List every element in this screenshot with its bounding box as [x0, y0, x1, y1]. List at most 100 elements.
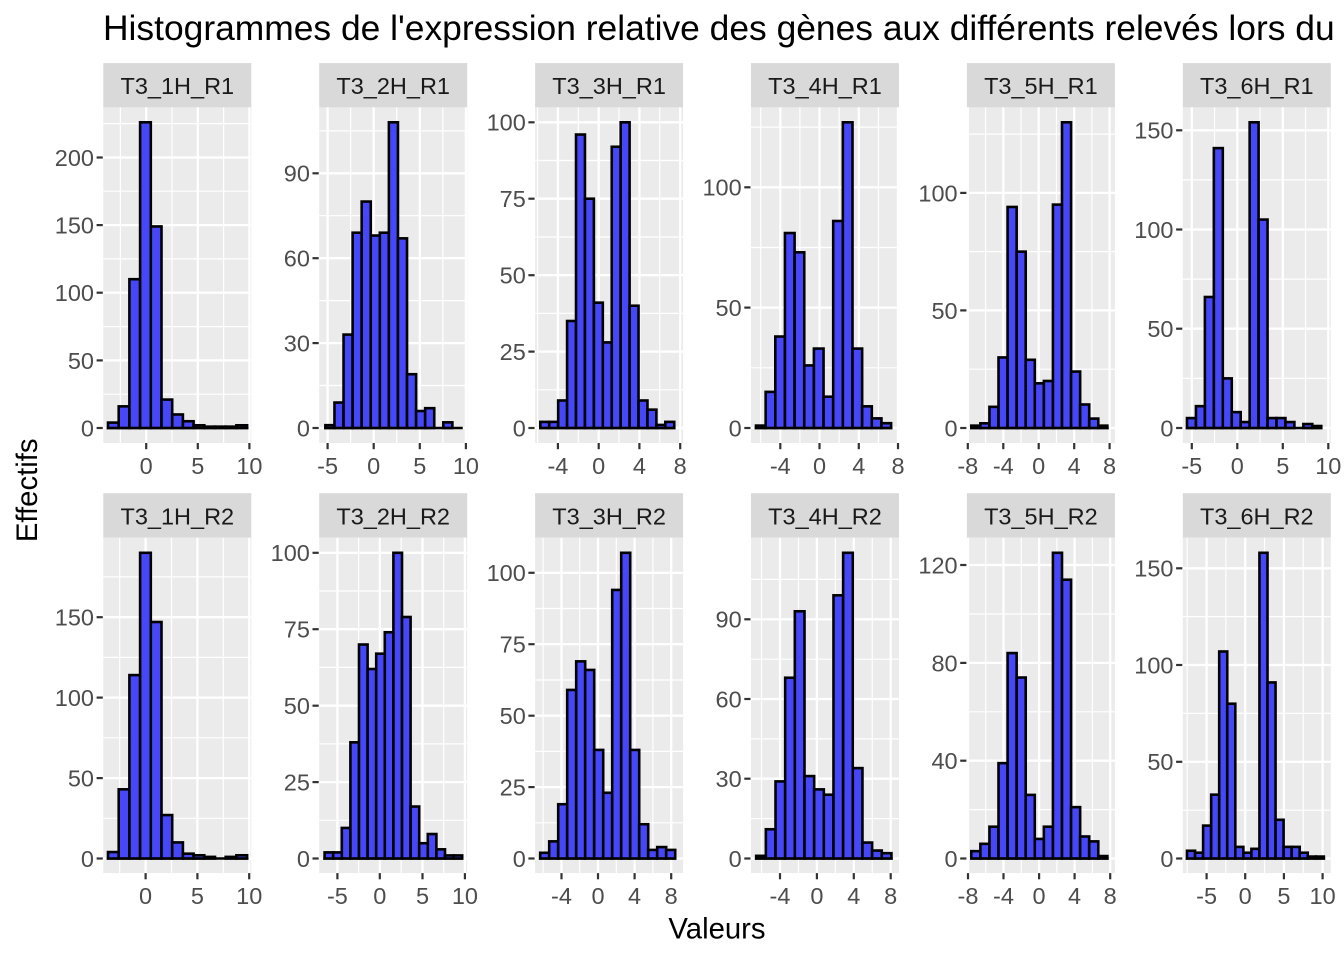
svg-text:-5: -5 [1181, 453, 1202, 479]
svg-text:0: 0 [297, 415, 310, 441]
svg-text:T3_1H_R1: T3_1H_R1 [120, 73, 234, 99]
svg-text:-5: -5 [327, 883, 348, 909]
svg-text:0: 0 [591, 883, 604, 909]
svg-text:100: 100 [271, 540, 310, 566]
svg-text:75: 75 [284, 617, 310, 643]
svg-text:8: 8 [1103, 453, 1116, 479]
svg-text:5: 5 [191, 883, 204, 909]
svg-text:80: 80 [931, 650, 957, 676]
svg-text:Effectifs: Effectifs [11, 438, 44, 542]
svg-text:25: 25 [500, 339, 526, 365]
svg-text:8: 8 [665, 883, 678, 909]
svg-text:10: 10 [1315, 453, 1341, 479]
svg-text:0: 0 [1160, 415, 1173, 441]
svg-text:25: 25 [500, 775, 526, 801]
svg-text:4: 4 [633, 453, 646, 479]
svg-text:-5: -5 [1196, 883, 1217, 909]
svg-text:-8: -8 [957, 453, 978, 479]
svg-text:50: 50 [716, 295, 742, 321]
svg-text:50: 50 [1147, 749, 1173, 775]
svg-text:0: 0 [1032, 453, 1045, 479]
svg-text:200: 200 [55, 145, 94, 171]
svg-text:100: 100 [55, 280, 94, 306]
svg-text:0: 0 [367, 453, 380, 479]
svg-text:T3_4H_R1: T3_4H_R1 [768, 73, 882, 99]
svg-text:0: 0 [1239, 883, 1252, 909]
svg-text:0: 0 [513, 415, 526, 441]
svg-text:150: 150 [55, 605, 94, 631]
svg-text:T3_2H_R1: T3_2H_R1 [336, 73, 450, 99]
svg-text:0: 0 [729, 846, 742, 872]
svg-text:10: 10 [236, 453, 262, 479]
svg-text:T3_6H_R2: T3_6H_R2 [1200, 503, 1314, 529]
svg-text:5: 5 [191, 453, 204, 479]
svg-text:150: 150 [1134, 556, 1173, 582]
svg-text:0: 0 [1033, 883, 1046, 909]
svg-text:50: 50 [1147, 316, 1173, 342]
svg-text:Valeurs: Valeurs [668, 913, 765, 946]
svg-text:-4: -4 [770, 883, 791, 909]
svg-text:5: 5 [1276, 453, 1289, 479]
svg-text:0: 0 [810, 883, 823, 909]
svg-text:8: 8 [891, 453, 904, 479]
svg-text:10: 10 [452, 883, 478, 909]
svg-text:150: 150 [55, 213, 94, 239]
svg-text:4: 4 [1068, 453, 1081, 479]
svg-text:100: 100 [918, 180, 957, 206]
svg-text:30: 30 [716, 766, 742, 792]
svg-text:50: 50 [68, 766, 94, 792]
svg-text:5: 5 [413, 453, 426, 479]
svg-text:0: 0 [813, 453, 826, 479]
svg-text:0: 0 [513, 846, 526, 872]
svg-text:-4: -4 [547, 453, 568, 479]
svg-text:0: 0 [139, 883, 152, 909]
svg-text:T3_1H_R2: T3_1H_R2 [120, 503, 234, 529]
svg-text:60: 60 [716, 686, 742, 712]
svg-text:60: 60 [284, 246, 310, 272]
svg-text:-4: -4 [993, 453, 1014, 479]
svg-text:T3_2H_R2: T3_2H_R2 [336, 503, 450, 529]
svg-text:10: 10 [453, 453, 479, 479]
svg-text:100: 100 [55, 685, 94, 711]
svg-text:30: 30 [284, 331, 310, 357]
svg-text:0: 0 [140, 453, 153, 479]
svg-text:0: 0 [945, 415, 958, 441]
svg-text:100: 100 [487, 110, 526, 136]
svg-text:-4: -4 [770, 453, 791, 479]
svg-text:-5: -5 [317, 453, 338, 479]
svg-text:50: 50 [931, 298, 957, 324]
svg-text:0: 0 [945, 846, 958, 872]
svg-text:50: 50 [68, 348, 94, 374]
svg-text:0: 0 [729, 415, 742, 441]
svg-text:0: 0 [1160, 846, 1173, 872]
svg-text:5: 5 [1277, 883, 1290, 909]
svg-text:50: 50 [284, 693, 310, 719]
svg-text:-4: -4 [551, 883, 572, 909]
svg-text:8: 8 [1104, 883, 1117, 909]
svg-text:8: 8 [884, 883, 897, 909]
svg-text:-8: -8 [958, 883, 979, 909]
svg-text:T3_3H_R1: T3_3H_R1 [552, 73, 666, 99]
svg-text:Histogrammes de l'expression r: Histogrammes de l'expression relative de… [103, 8, 1335, 48]
svg-text:4: 4 [847, 883, 860, 909]
svg-text:100: 100 [1134, 217, 1173, 243]
svg-text:4: 4 [628, 883, 641, 909]
svg-text:90: 90 [716, 607, 742, 633]
svg-text:T3_5H_R1: T3_5H_R1 [984, 73, 1098, 99]
svg-text:10: 10 [236, 883, 262, 909]
svg-text:50: 50 [500, 263, 526, 289]
svg-text:4: 4 [1068, 883, 1081, 909]
svg-text:50: 50 [500, 703, 526, 729]
svg-text:40: 40 [931, 748, 957, 774]
svg-text:T3_3H_R2: T3_3H_R2 [552, 503, 666, 529]
svg-text:T3_5H_R2: T3_5H_R2 [984, 503, 1098, 529]
svg-text:-4: -4 [993, 883, 1014, 909]
svg-text:10: 10 [1310, 883, 1336, 909]
svg-text:0: 0 [81, 846, 94, 872]
svg-text:0: 0 [81, 415, 94, 441]
svg-text:0: 0 [592, 453, 605, 479]
svg-text:0: 0 [297, 846, 310, 872]
svg-text:0: 0 [373, 883, 386, 909]
svg-text:90: 90 [284, 161, 310, 187]
svg-text:100: 100 [1134, 652, 1173, 678]
